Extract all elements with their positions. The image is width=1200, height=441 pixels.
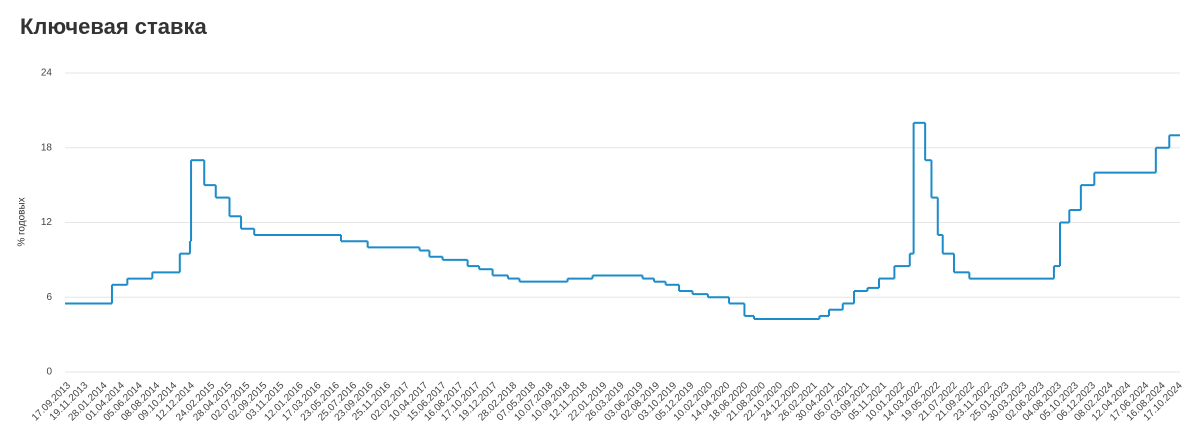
y-tick-label: 18 — [41, 142, 53, 153]
chart-title: Ключевая ставка — [20, 14, 208, 39]
y-tick-label: 24 — [41, 68, 53, 79]
y-axis-label: % годовых — [17, 197, 28, 246]
y-tick-label: 12 — [41, 217, 53, 228]
y-tick-label: 6 — [46, 292, 52, 303]
y-tick-label: 0 — [46, 367, 52, 378]
